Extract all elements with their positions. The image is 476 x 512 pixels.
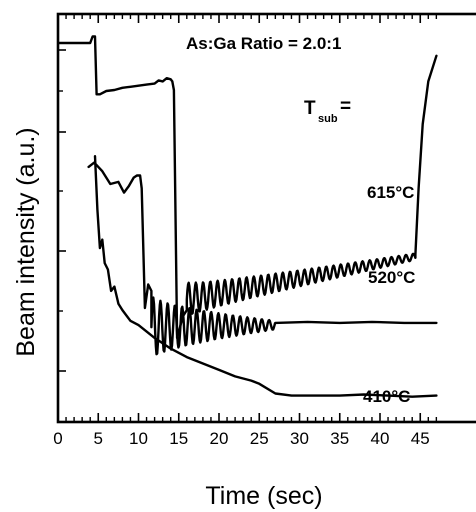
x-tick-label: 15	[169, 429, 188, 448]
series-line-615	[58, 35, 438, 340]
y-axis-title: Beam intensity (a.u.)	[12, 127, 40, 356]
tsub-subscript: sub	[318, 113, 338, 125]
x-axis-title: Time (sec)	[205, 482, 322, 510]
x-tick-label: 0	[53, 429, 62, 448]
x-tick-label: 35	[330, 429, 349, 448]
x-tick-label: 45	[411, 429, 430, 448]
series-label-520: 520°C	[368, 268, 415, 287]
ratio-annotation: As:Ga Ratio = 2.0:1	[186, 34, 341, 53]
tsub-equals: =	[340, 96, 351, 117]
x-tick-label: 20	[210, 429, 229, 448]
annotations: As:Ga Ratio = 2.0:1 T sub = 615°C 520°C …	[186, 34, 415, 406]
axes: 0 5 10 15 20 25 30 35 40 45	[53, 12, 476, 448]
series-label-615: 615°C	[367, 183, 414, 202]
series-line-410	[93, 155, 438, 398]
series-line-520	[87, 161, 438, 356]
x-tick-label: 5	[94, 429, 103, 448]
plot-frame	[56, 12, 476, 424]
x-tick-label: 10	[129, 429, 148, 448]
x-tick-label: 30	[290, 429, 309, 448]
series-group	[58, 35, 438, 398]
series-label-410: 410°C	[363, 387, 410, 406]
tsub-label: T	[304, 98, 316, 119]
x-tick-label: 25	[250, 429, 269, 448]
x-tick-label: 40	[371, 429, 390, 448]
